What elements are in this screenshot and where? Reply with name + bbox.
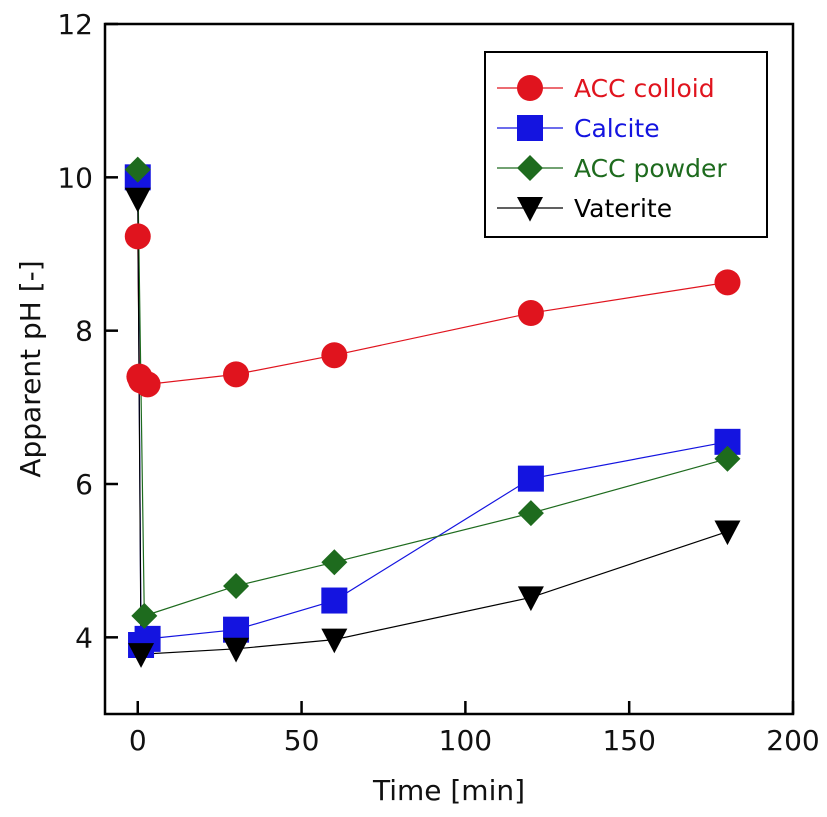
x-tick-label: 100	[439, 724, 492, 757]
data-point-acc-powder	[223, 572, 250, 599]
data-point-acc-colloid	[714, 269, 741, 296]
data-point-vaterite	[321, 628, 348, 654]
y-tick-label: 8	[75, 315, 93, 348]
data-point-calcite	[321, 587, 348, 614]
x-tick-label: 150	[602, 724, 655, 757]
y-axis-title: Apparent pH [-]	[14, 260, 47, 477]
data-point-vaterite	[223, 637, 250, 663]
data-point-acc-colloid	[321, 342, 348, 369]
legend-label-calcite: Calcite	[574, 114, 660, 143]
x-tick-label: 200	[766, 724, 819, 757]
data-point-vaterite	[128, 643, 155, 668]
legend-label-acc-colloid: ACC colloid	[574, 74, 715, 103]
data-point-calcite	[517, 465, 544, 492]
data-point-acc-powder	[517, 500, 544, 527]
axis-ticks: 0 50 100 150 200 4 6 8 10 12	[57, 8, 819, 757]
series-markers	[124, 156, 741, 668]
data-point-vaterite	[517, 586, 544, 612]
series-line-acc-powder	[137, 169, 728, 617]
y-tick-label: 10	[57, 161, 93, 194]
data-point-vaterite	[124, 187, 151, 213]
data-point-acc-powder	[321, 549, 348, 576]
x-tick-label: 0	[129, 724, 147, 757]
x-tick-label: 50	[284, 724, 320, 757]
y-tick-label: 4	[75, 621, 93, 654]
data-point-acc-colloid	[223, 361, 250, 388]
y-tick-label: 12	[57, 8, 93, 41]
legend: ACC colloid Calcite ACC powder Vaterite	[484, 51, 768, 238]
data-point-acc-colloid	[124, 223, 151, 250]
data-point-acc-powder	[124, 156, 151, 183]
data-point-vaterite	[714, 520, 741, 546]
legend-marker-vaterite	[517, 196, 543, 222]
data-point-acc-powder	[131, 602, 158, 629]
legend-marker-acc-powder	[517, 155, 543, 181]
data-point-acc-colloid	[134, 371, 161, 398]
data-point-acc-powder	[714, 445, 741, 472]
data-point-acc-colloid	[517, 300, 544, 327]
legend-marker-calcite	[517, 115, 543, 141]
legend-items: ACC colloid Calcite ACC powder Vaterite	[497, 74, 727, 223]
y-tick-label: 6	[75, 468, 93, 501]
series-line-vaterite	[137, 198, 728, 655]
legend-label-acc-powder: ACC powder	[574, 154, 727, 183]
legend-label-vaterite: Vaterite	[574, 194, 672, 223]
x-axis-title: Time [min]	[372, 774, 525, 807]
legend-marker-acc-colloid	[517, 75, 543, 101]
